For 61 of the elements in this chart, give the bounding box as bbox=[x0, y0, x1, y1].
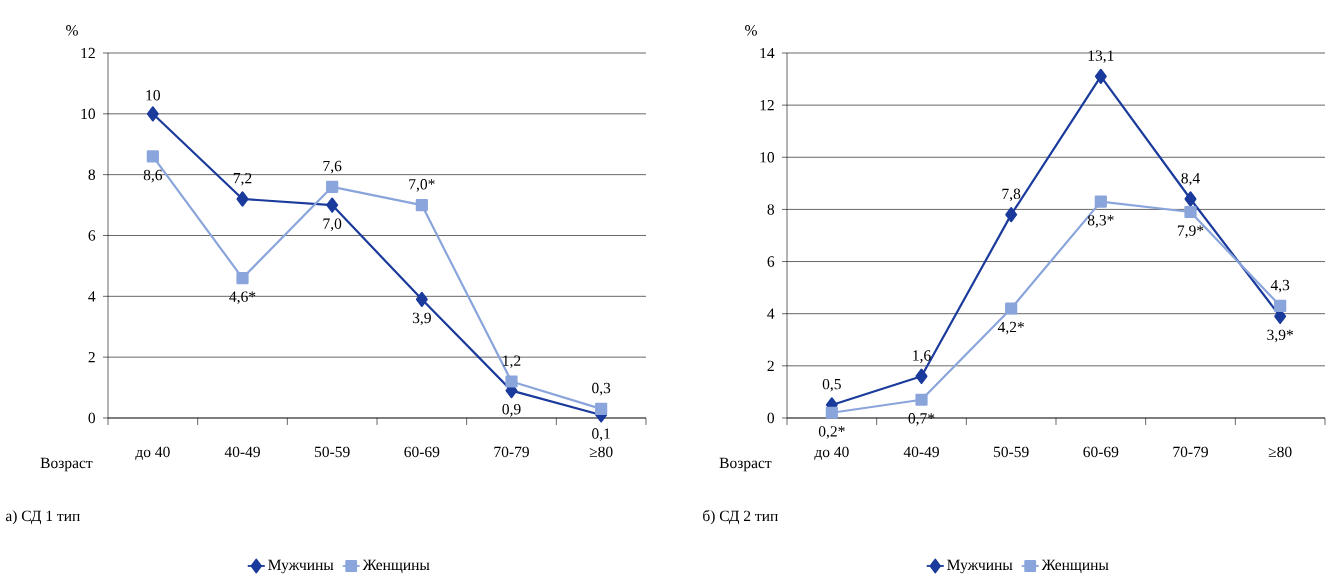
y-tick-label: 12 bbox=[760, 99, 774, 111]
data-label: 0,9 bbox=[502, 403, 521, 417]
x-tick-label: до 40 bbox=[814, 446, 849, 460]
data-label: 1,6 bbox=[913, 350, 931, 363]
legend-label: Женщины bbox=[1041, 559, 1109, 574]
y-tick-label: 4 bbox=[88, 291, 96, 302]
y-tick-label: 2 bbox=[767, 360, 774, 371]
y-tick-label: 4 bbox=[767, 308, 775, 319]
data-label: 3,9 bbox=[412, 312, 431, 326]
y-tick-label: 10 bbox=[760, 151, 775, 163]
y-tick-label: 8 bbox=[767, 204, 775, 215]
x-tick-label: 50-59 bbox=[993, 446, 1029, 458]
y-tick-label: 0 bbox=[88, 412, 96, 424]
x-tick-label: ≥80 bbox=[589, 446, 613, 458]
y-tick-label: 14 bbox=[760, 47, 775, 58]
legend-label: Женщины bbox=[362, 559, 430, 574]
data-label: 7,9* bbox=[1177, 225, 1204, 238]
data-label: 7,0 bbox=[323, 218, 342, 232]
data-label: 8,3* bbox=[1087, 214, 1114, 228]
data-label: 4,2* bbox=[997, 321, 1024, 335]
data-label: 4,3 bbox=[1270, 279, 1290, 293]
data-label: 7,6 bbox=[323, 160, 342, 174]
x-axis-title: Возраст bbox=[719, 457, 772, 472]
x-tick-label: ≥80 bbox=[1268, 446, 1292, 458]
text: а) СД 1 тип bbox=[5, 510, 80, 525]
x-tick-label: 40-49 bbox=[903, 446, 939, 458]
x-tick-label: 70-79 bbox=[1173, 446, 1208, 458]
y-axis-title: % bbox=[745, 25, 757, 36]
data-label: 4,6* bbox=[229, 291, 256, 304]
data-label: 0,3 bbox=[592, 382, 611, 396]
data-label: 7,0* bbox=[409, 178, 435, 192]
y-tick-label: 6 bbox=[767, 256, 775, 267]
data-label: 7,8 bbox=[1002, 188, 1021, 202]
data-label: 0,2* bbox=[818, 426, 845, 439]
y-tick-label: 0 bbox=[767, 412, 775, 424]
x-axis-title: Возраст bbox=[40, 457, 93, 472]
x-tick-label: 40-49 bbox=[224, 446, 260, 458]
data-label: 0,5 bbox=[822, 378, 841, 392]
data-label: 0,7* bbox=[908, 413, 935, 426]
legend-label: Мужчины bbox=[947, 559, 1013, 574]
x-tick-label: до 40 bbox=[135, 446, 170, 460]
data-label: 1,2 bbox=[503, 355, 521, 369]
data-label: 13,1 bbox=[1088, 50, 1114, 63]
x-tick-label: 70-79 bbox=[494, 446, 529, 458]
data-label: 7,2 bbox=[233, 172, 252, 186]
data-label: 10 bbox=[146, 89, 160, 101]
data-label: 3,9* bbox=[1267, 329, 1293, 343]
x-tick-label: 60-69 bbox=[1083, 446, 1119, 458]
y-axis-title: % bbox=[66, 25, 78, 36]
y-tick-label: 8 bbox=[88, 169, 96, 180]
y-tick-label: 2 bbox=[88, 351, 95, 363]
text: б) СД 2 тип bbox=[703, 509, 778, 525]
data-label: 8,4 bbox=[1181, 172, 1200, 186]
data-label: 8,6 bbox=[143, 169, 163, 183]
x-tick-label: 60-69 bbox=[404, 446, 440, 458]
data-label: 0,1 bbox=[592, 428, 610, 441]
y-tick-label: 6 bbox=[88, 230, 96, 241]
y-tick-label: 12 bbox=[81, 47, 95, 59]
x-tick-label: 50-59 bbox=[314, 446, 350, 458]
y-tick-label: 10 bbox=[81, 108, 96, 119]
legend-label: Мужчины bbox=[268, 559, 334, 574]
